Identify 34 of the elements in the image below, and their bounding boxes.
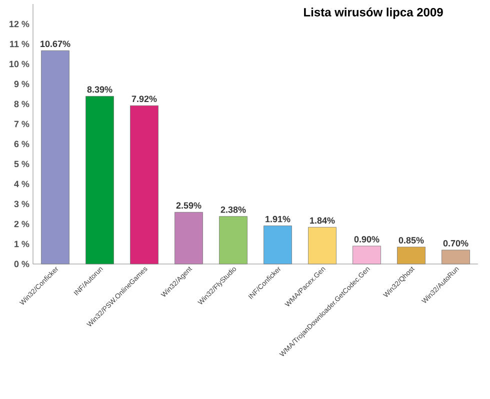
data-label: 0.90% (354, 236, 380, 242)
y-tick-label: 7 % (14, 120, 30, 128)
bar (352, 246, 381, 264)
y-tick-label: 8 % (14, 100, 30, 108)
data-label: 10.67% (40, 40, 70, 48)
y-tick-label: 11 % (10, 40, 30, 48)
y-tick-label: 9 % (14, 80, 30, 88)
y-tick-label: 0 % (14, 260, 30, 268)
bar (308, 227, 336, 264)
data-label: 1.91% (266, 216, 290, 222)
y-tick-label: 6 % (14, 140, 30, 148)
y-tick-label: 1 % (14, 240, 30, 248)
bar (130, 105, 158, 264)
data-label: 0.70% (443, 240, 468, 246)
bar (442, 250, 470, 264)
y-tick-label: 5 % (14, 160, 30, 168)
y-tick-label: 12 % (10, 20, 30, 28)
bar (86, 96, 114, 264)
data-label: 7.92% (132, 96, 157, 102)
y-tick-label: 3 % (14, 200, 30, 208)
data-label: 8.39% (87, 86, 112, 93)
bar (264, 226, 292, 264)
y-tick-label: 4 % (14, 180, 30, 188)
data-label: 0.85% (398, 237, 424, 244)
y-tick-label: 10 % (10, 60, 30, 68)
data-label: 2.38% (220, 206, 246, 213)
data-label: 2.59% (176, 202, 202, 209)
bar (397, 246, 426, 264)
bar (41, 50, 70, 264)
y-tick-label: 2 % (14, 220, 30, 228)
bar (174, 212, 203, 264)
bar (219, 216, 248, 264)
chart-title: Lista wirusów lipca 2009 (304, 8, 443, 19)
data-label: 1.84% (310, 217, 335, 224)
